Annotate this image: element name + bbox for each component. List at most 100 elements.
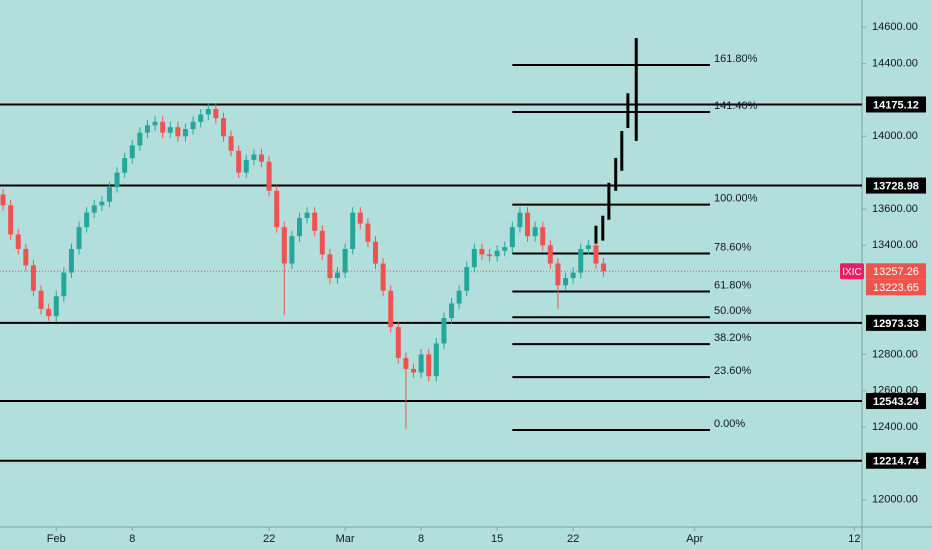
y-tick-label: 14400.00	[872, 58, 918, 70]
x-tick-label: 22	[567, 533, 579, 545]
candle-body	[319, 230, 325, 255]
candle-body	[540, 227, 546, 246]
level-label-box	[866, 96, 926, 113]
candle-body	[403, 357, 409, 369]
candle-body	[84, 212, 90, 228]
candle-body	[160, 121, 166, 133]
fib-label: 141.40%	[714, 100, 758, 112]
candle-body	[570, 272, 576, 279]
fib-label: 78.60%	[714, 241, 752, 253]
candle-body	[8, 205, 14, 235]
candle-body	[91, 205, 97, 213]
candle-body	[198, 114, 204, 122]
candle-body	[296, 218, 302, 237]
candle-body	[487, 254, 493, 257]
candle-body	[68, 248, 74, 273]
candle-body	[129, 145, 135, 159]
candle-body	[122, 158, 128, 173]
fib-label: 23.60%	[714, 365, 752, 377]
candle-body	[30, 265, 36, 291]
candle-body	[601, 263, 607, 272]
second-price-label: 13223.65	[873, 282, 919, 294]
fib-label: 61.80%	[714, 279, 752, 291]
candle-body	[388, 290, 394, 328]
fib-label: 100.00%	[714, 193, 758, 205]
level-label-box	[866, 314, 926, 331]
candle-body	[266, 161, 272, 191]
candle-body	[525, 212, 531, 237]
candle-body	[106, 187, 112, 202]
fib-label: 0.00%	[714, 418, 745, 430]
candle-body	[418, 354, 424, 373]
candle-body	[426, 354, 432, 377]
candle-body	[350, 212, 356, 249]
level-label: 12214.74	[873, 456, 920, 468]
second-price-box	[866, 279, 926, 296]
candle-body	[15, 234, 21, 249]
candle-body	[46, 308, 52, 317]
y-tick-label: 12800.00	[872, 348, 918, 360]
candle-body	[289, 236, 295, 264]
candle-body	[593, 245, 599, 264]
level-label: 12973.33	[873, 318, 919, 330]
x-tick-label: Mar	[336, 533, 355, 545]
candle-body	[357, 212, 363, 224]
level-label: 14175.12	[873, 99, 919, 111]
candle-body	[152, 121, 158, 126]
level-label: 13728.98	[873, 180, 919, 192]
candle-body	[380, 263, 386, 291]
fib-label: 50.00%	[714, 305, 752, 317]
x-tick-label: Feb	[47, 533, 66, 545]
candle-body	[547, 245, 553, 264]
candle-body	[441, 318, 447, 344]
candle-body	[563, 278, 569, 286]
x-tick-label: 8	[129, 533, 135, 545]
candle-body	[53, 296, 59, 317]
x-tick-label: Apr	[686, 533, 703, 545]
candle-body	[471, 248, 477, 268]
candle-body	[38, 290, 44, 309]
candle-body	[335, 272, 341, 279]
candle-body	[23, 248, 29, 266]
candle-body	[304, 212, 310, 219]
symbol-tag-box	[840, 263, 864, 280]
candle-body	[61, 272, 67, 297]
candle-body	[578, 248, 584, 273]
candle-body	[175, 127, 181, 137]
candle-body	[167, 127, 173, 133]
y-tick-label: 14600.00	[872, 21, 918, 33]
y-tick-label: 14000.00	[872, 130, 918, 142]
candle-body	[456, 290, 462, 304]
symbol-tag: IXIC	[842, 267, 861, 278]
fib-label: 38.20%	[714, 332, 752, 344]
level-label-box	[866, 177, 926, 194]
candle-body	[411, 368, 417, 373]
candle-body	[114, 172, 120, 188]
y-tick-label: 12400.00	[872, 421, 918, 433]
candle-body	[494, 250, 500, 257]
level-label-box	[866, 393, 926, 410]
candle-body	[137, 132, 143, 146]
y-tick-label: 12000.00	[872, 494, 918, 506]
candle-body	[449, 303, 455, 319]
candle-body	[251, 154, 257, 160]
candle-body	[220, 118, 226, 137]
x-tick-label: 12	[848, 533, 860, 545]
y-tick-label: 13400.00	[872, 239, 918, 251]
candle-body	[342, 248, 348, 273]
candle-body	[205, 109, 211, 115]
x-tick-label: 22	[263, 533, 275, 545]
candle-body	[509, 227, 515, 248]
candle-body	[76, 227, 82, 249]
candle-body	[281, 227, 287, 264]
candle-body	[243, 159, 249, 173]
candle-body	[182, 129, 188, 137]
x-tick-label: 8	[418, 533, 424, 545]
y-tick-label: 13600.00	[872, 203, 918, 215]
candle-body	[502, 247, 508, 251]
level-label-box	[866, 452, 926, 469]
candle-body	[228, 136, 234, 151]
candle-body	[585, 245, 591, 249]
candle-body	[0, 194, 6, 206]
